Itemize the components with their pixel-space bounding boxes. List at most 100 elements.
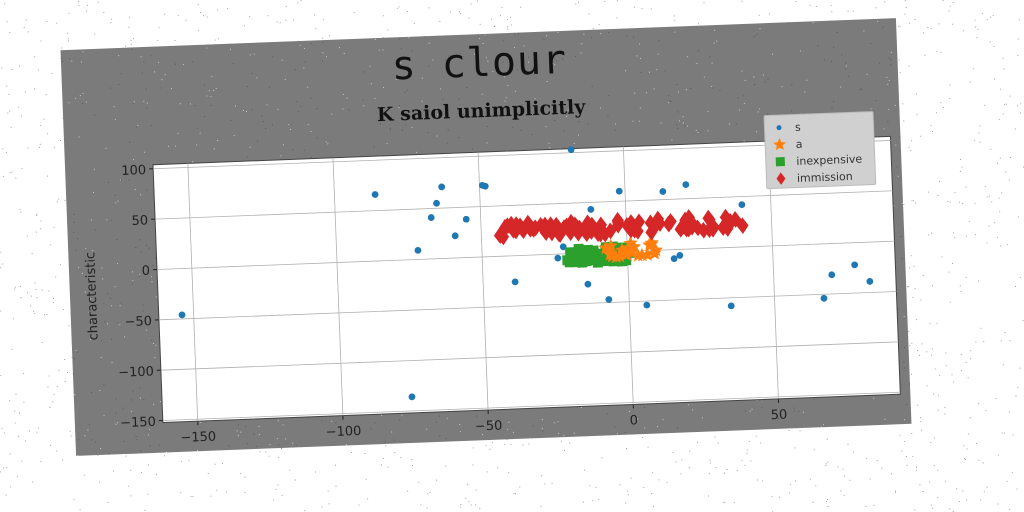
data-point	[414, 246, 422, 254]
data-point	[721, 220, 734, 237]
data-point	[545, 224, 558, 242]
grid-line-y	[162, 391, 901, 421]
x-tick-label: 0	[629, 413, 638, 428]
x-tick-label: −150	[180, 430, 216, 446]
data-point	[645, 223, 658, 241]
y-tick-label: −100	[118, 364, 154, 380]
data-point	[727, 302, 735, 310]
data-point	[866, 278, 874, 285]
series-a	[598, 235, 663, 264]
data-point	[594, 253, 605, 264]
data-point	[630, 247, 646, 262]
data-point	[451, 232, 459, 240]
scatter-plot: −150 −100 −50 0 50100500−50−100−150thesmopho…	[83, 135, 901, 454]
figure-panel: s clour K saiol unimplicitly −150 −100 −50…	[60, 18, 912, 456]
x-tick-label: 50	[770, 408, 787, 424]
plot-area	[152, 135, 901, 424]
data-point	[571, 219, 584, 237]
y-tick-label: 50	[131, 213, 148, 229]
legend-marker-shape	[775, 156, 785, 167]
data-point	[652, 210, 665, 228]
series-s	[178, 146, 874, 401]
data-point	[605, 296, 613, 303]
grid-line-y	[160, 341, 899, 371]
y-axis-label: characteristic	[83, 252, 101, 341]
data-point	[644, 214, 657, 232]
legend-label: inexpensive	[796, 152, 863, 168]
data-point	[628, 221, 641, 239]
x-tick-label: −100	[325, 424, 361, 440]
data-point	[729, 211, 742, 228]
legend-marker-circle-icon	[776, 125, 782, 131]
grid-line-y	[158, 291, 897, 321]
data-point	[178, 311, 186, 319]
data-point	[618, 247, 633, 261]
data-point	[433, 199, 440, 207]
data-point	[664, 213, 677, 230]
data-point	[511, 278, 519, 286]
data-point	[499, 218, 512, 236]
data-point	[703, 221, 716, 239]
legend-marker-square-icon	[775, 156, 785, 167]
legend-marker-shape	[776, 172, 786, 185]
y-tick-label: −150	[120, 415, 156, 431]
data-point	[567, 146, 575, 154]
data-point	[604, 222, 617, 240]
data-point	[602, 246, 618, 261]
grid-line-x	[332, 157, 344, 416]
data-point	[676, 252, 684, 259]
data-point	[505, 215, 518, 233]
legend-item-a: a	[765, 136, 803, 153]
legend-marker-diamond-icon	[776, 172, 786, 185]
data-point	[529, 219, 542, 237]
x-tick-label: −50	[475, 419, 503, 435]
data-point	[820, 294, 828, 302]
y-tick-label: 0	[142, 264, 151, 279]
data-point	[408, 393, 416, 401]
grid-line-y	[156, 240, 895, 270]
data-point	[552, 225, 565, 243]
data-point	[481, 182, 489, 190]
grid-line-x	[187, 163, 199, 422]
data-point	[738, 201, 746, 209]
grid-line-x	[477, 152, 489, 411]
legend-marker-star-icon	[773, 137, 787, 151]
data-point	[659, 188, 667, 195]
y-tick-label: 100	[121, 163, 146, 179]
legend-item-immission: immission	[767, 168, 853, 187]
data-point	[719, 208, 732, 226]
data-point	[577, 256, 588, 267]
legend-marker-shape	[776, 125, 782, 131]
legend-label: s	[794, 120, 801, 134]
data-point	[427, 214, 435, 221]
data-point	[438, 183, 446, 191]
legend-item-inexpensive: inexpensive	[766, 151, 862, 171]
data-point	[703, 211, 716, 229]
legend-label: immission	[796, 169, 853, 185]
data-point	[648, 242, 663, 257]
legend: s a inexpensive immission	[763, 111, 877, 190]
data-point	[554, 254, 562, 262]
legend-marker-shape	[773, 137, 787, 151]
data-point	[371, 191, 379, 198]
data-point	[851, 261, 859, 269]
grid-line-x	[622, 146, 634, 405]
data-point	[560, 217, 573, 235]
data-point	[594, 225, 607, 243]
data-point	[603, 238, 618, 253]
data-point	[595, 216, 608, 234]
data-point	[642, 237, 657, 252]
data-point	[587, 206, 595, 213]
data-point	[683, 213, 696, 231]
data-point	[584, 280, 592, 288]
legend-label: a	[795, 137, 803, 151]
data-point	[559, 243, 567, 251]
grid-line-y	[155, 190, 893, 220]
data-point	[670, 255, 678, 263]
data-point	[462, 215, 470, 223]
legend-item-s: s	[765, 119, 801, 136]
series-immission	[493, 208, 749, 246]
data-point	[676, 217, 689, 235]
data-point	[586, 247, 597, 259]
data-point	[682, 181, 690, 189]
